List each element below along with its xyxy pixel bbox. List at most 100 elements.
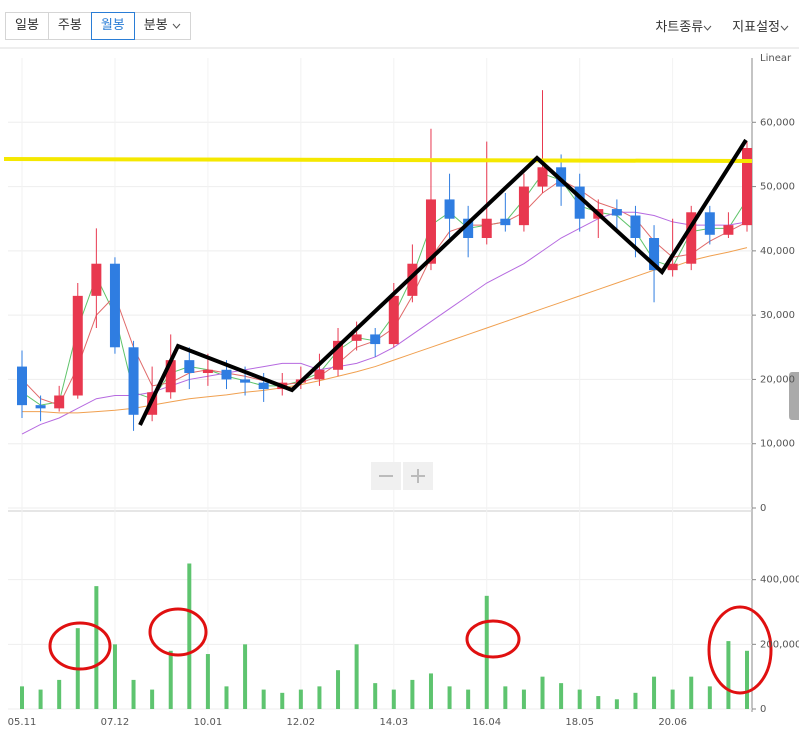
y-tick-label: 10,000 [760,439,795,450]
volume-bar [57,679,62,709]
x-tick-label: 10.01 [194,717,223,728]
x-tick-label: 12.02 [287,717,316,728]
volume-bar [652,676,657,709]
y-tick-label: 200,000 [760,639,799,650]
volume-bar [280,692,285,709]
candle-body [165,360,176,393]
tab[interactable]: 일봉 [5,12,49,40]
volume-bar [484,595,489,709]
volume-bar [354,644,359,709]
candle-body [630,215,641,238]
menu-label: 차트종류 [655,20,704,35]
chevron [703,25,712,31]
candle-body [481,218,492,238]
x-tick-label: 05.11 [8,717,37,728]
candle-body [351,334,362,341]
volume-bar [521,689,526,709]
y-tick-label: 50,000 [760,182,795,193]
volume-bar [38,689,43,709]
volume-bar [670,689,675,709]
side-handle[interactable] [789,372,799,420]
chevron [172,23,181,29]
chart-bg [0,48,799,738]
volume-bar [336,670,341,709]
circle [707,605,773,695]
candle-body [54,395,65,409]
tab[interactable]: 월봉 [90,12,135,40]
candle-body [370,334,381,345]
volume-bar [726,641,731,709]
volume-bar [112,644,117,709]
candle-body [388,295,399,345]
tab-label: 분봉 [143,18,168,33]
candle-body [463,218,474,238]
candle-body [407,263,418,296]
volume-bar [447,686,452,709]
candle-body [500,218,511,226]
volume-bar [94,586,99,709]
volume-bar [317,686,322,709]
volume-bar [168,650,173,709]
volume-bar [131,679,136,709]
candle-body [444,199,455,219]
volume-bar [707,686,712,709]
volume-bar [298,689,303,709]
y-tick-label: 0 [760,503,766,514]
candle-body [333,340,344,370]
candle-body [742,148,752,226]
tab[interactable]: 주봉 [47,12,92,40]
y-tick-label: 20,000 [760,374,795,385]
moving-average [22,247,748,414]
candle-body [91,263,102,296]
volume-bar [187,563,192,709]
volume-bar [243,644,248,709]
candle-body [314,369,325,380]
candle-body [202,369,213,373]
moving-average [21,173,748,406]
y-tick-label: 40,000 [760,246,795,257]
circle [465,619,521,659]
y-tick-label: 0 [760,704,766,715]
volume-bar [689,676,694,709]
volume-bar [224,686,229,709]
volume-bar [503,686,508,709]
scale-label: Linear [760,53,792,64]
volume-bar [410,679,415,709]
candle-body [128,347,139,415]
chevron [780,25,789,31]
menu[interactable]: 지표설정 [732,16,789,35]
menu-label: 지표설정 [732,20,780,35]
period-tabs: 일봉 주봉 월봉 분봉 [5,12,191,40]
volume-bar [20,686,24,709]
x-tick-label: 18.05 [565,717,594,728]
candle-body [258,382,269,390]
candle-body [35,405,46,409]
y-tick-label: 30,000 [760,310,795,321]
x-tick-label: 20.06 [658,717,687,728]
menu[interactable]: 차트종류 [655,16,712,35]
volume-bar [391,689,396,709]
candle-body [611,209,622,216]
trend-line [138,138,748,426]
x-tick-label: 14.03 [379,717,408,728]
volume-bar [205,654,210,709]
candle-body [704,212,715,235]
candle-body [667,263,678,271]
volume-bar [614,699,619,709]
candle-body [556,167,567,187]
y-tick-label: 400,000 [760,575,799,586]
moving-average [21,179,748,406]
candle-body [686,212,697,264]
volume-bar [150,689,155,709]
tab[interactable]: 분봉 [133,12,191,40]
volume-bar [745,650,749,709]
candle-body [574,186,585,219]
candle-body [221,369,232,380]
moving-average [21,211,748,435]
volume-bar [577,689,582,709]
volume-bar [540,676,545,709]
candle-body [518,186,529,226]
candle-body [649,238,660,271]
volume-bar [633,692,638,709]
volume-bar [466,689,471,709]
